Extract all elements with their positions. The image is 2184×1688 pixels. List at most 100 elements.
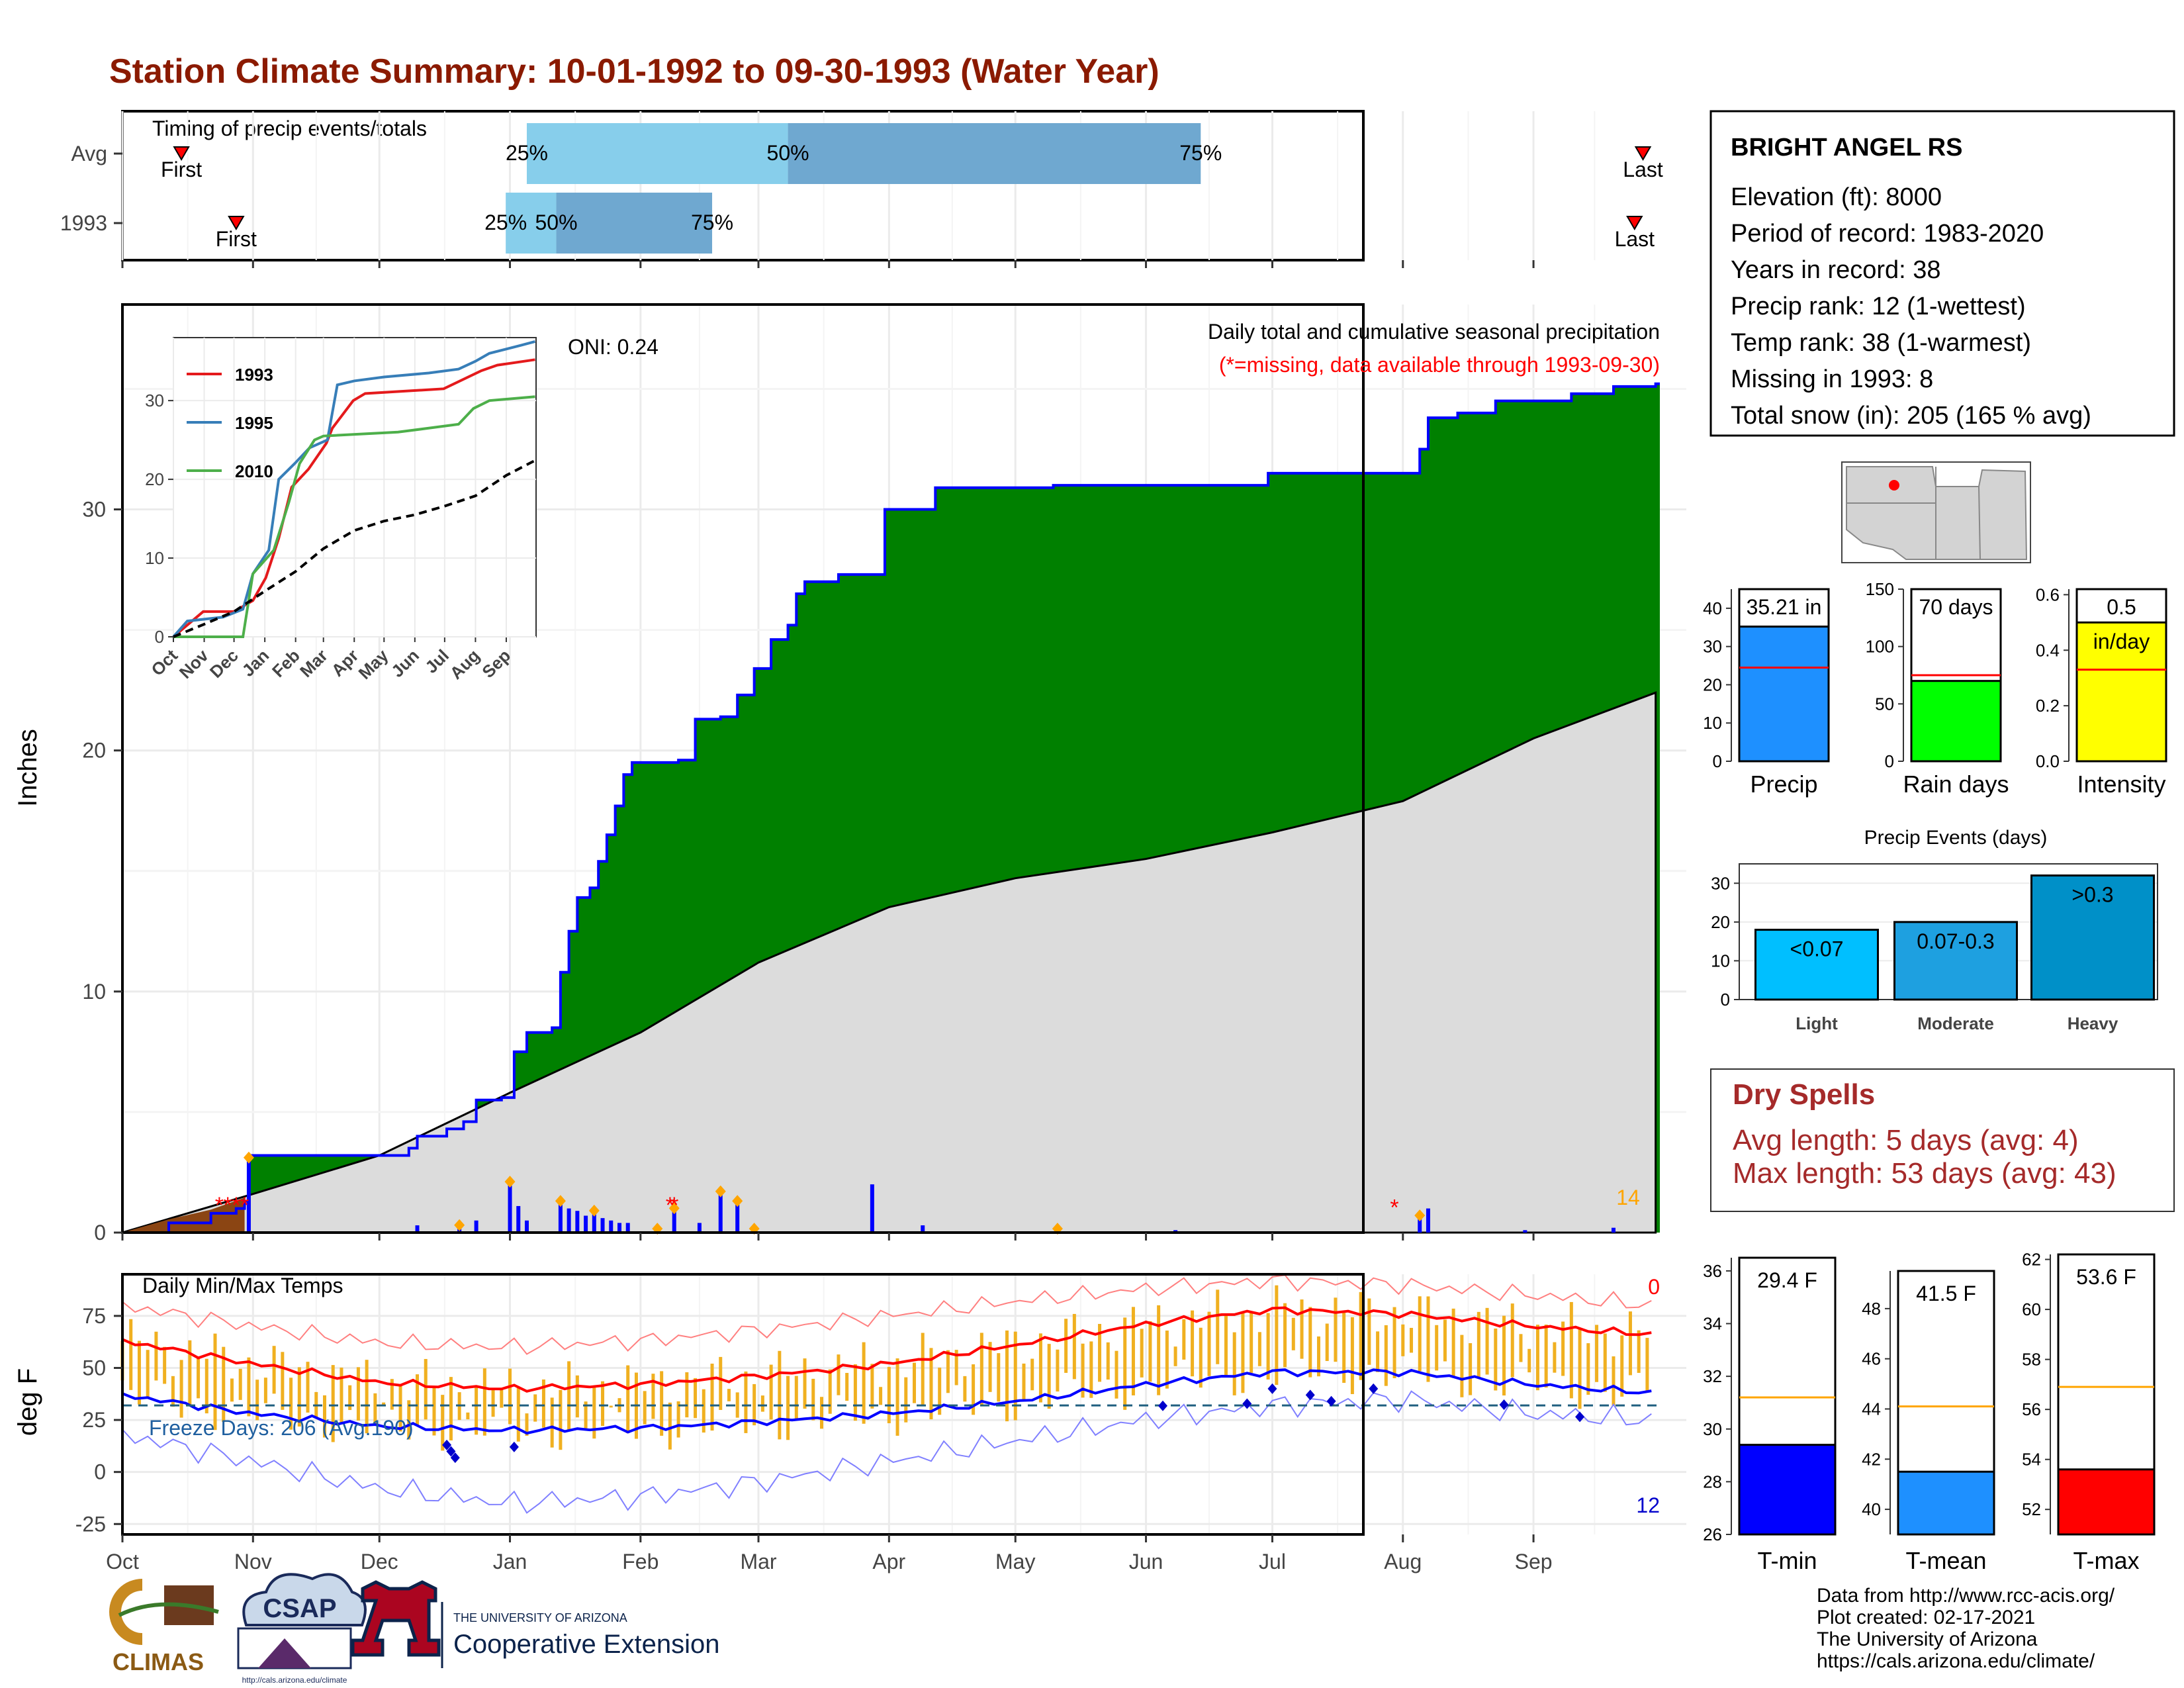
daily-temp-bar (1182, 1319, 1186, 1360)
daily-temp-bar (466, 1412, 470, 1420)
summary-ytick-label: 0.4 (2036, 640, 2060, 660)
daily-temp-bar (1586, 1343, 1590, 1395)
daily-temp-bar (1376, 1331, 1380, 1372)
month-label: Nov (234, 1550, 272, 1573)
daily-temp-bar (1620, 1335, 1624, 1397)
daily-temp-bar (1148, 1321, 1152, 1382)
precip-events-chart: Precip Events (days) 0 10 20 30 <0.07 Light 0.… (1711, 827, 2174, 1033)
daily-temp-bar (247, 1357, 251, 1417)
csap-logo: CSAP http://cals.arizona.edu/climate (237, 1573, 367, 1685)
extreme-precip-marker (588, 1204, 600, 1217)
daily-temp-bar (1030, 1358, 1034, 1391)
inset-ytick-label: 10 (145, 548, 164, 568)
missing-data-marker: * (232, 1193, 240, 1218)
daily-temp-bar (837, 1354, 841, 1395)
events-ytick-label: 10 (1711, 951, 1730, 970)
timing-row-label: 1993 (60, 211, 107, 235)
daily-precip-bar (1418, 1218, 1422, 1233)
extreme-precip-marker (668, 1202, 680, 1215)
missing-data-marker: * (1390, 1196, 1398, 1221)
summary-ytick-label: 20 (1703, 675, 1722, 694)
record-low-marker (442, 1439, 452, 1450)
daily-temp-bar (491, 1388, 495, 1417)
daily-temp-bar (1603, 1333, 1607, 1392)
daily-temp-bar (516, 1387, 520, 1442)
ua-small-text: THE UNIVERSITY OF ARIZONA (453, 1611, 627, 1624)
daily-temp-bar (845, 1373, 849, 1401)
record-low-marker (446, 1446, 456, 1457)
first-event-label: First (216, 227, 257, 251)
daily-temp-bar (819, 1397, 823, 1429)
record-low-marker (450, 1452, 460, 1464)
inset-chart: OctNovDecJanFebMarAprMayJunJulAugSep0102… (145, 337, 537, 683)
daily-precip-bar (524, 1220, 529, 1233)
station-location-dot (1889, 480, 1899, 491)
tbar-ytick-label: 54 (2022, 1450, 2041, 1470)
daily-temp-bar (154, 1331, 158, 1381)
daily-temp-bar (1038, 1333, 1042, 1403)
daily-temp-bar (1250, 1311, 1253, 1373)
dry-spells-box: Dry Spells Avg length: 5 days (avg: 4) M… (1710, 1068, 2175, 1212)
daily-temp-bar (179, 1360, 183, 1418)
daily-temp-bar (407, 1400, 411, 1440)
daily-temp-bar (727, 1389, 731, 1401)
daily-temp-bar (137, 1340, 141, 1405)
daily-temp-bar (811, 1378, 815, 1421)
events-bar-label: 0.07-0.3 (1917, 929, 1994, 953)
summary-ytick-label: 0.6 (2036, 585, 2060, 604)
station-info-line: Total snow (in): 205 (165 % avg) (1731, 402, 2091, 430)
daily-temp-bar (1316, 1336, 1320, 1377)
daily-precip-bar (575, 1211, 580, 1233)
precip-ytick-label: 10 (82, 980, 106, 1004)
daily-temp-bar (1435, 1325, 1439, 1371)
min-record-count: 12 (1636, 1493, 1660, 1517)
daily-temp-bar (1056, 1349, 1060, 1392)
daily-precip-bar (600, 1218, 605, 1233)
temp-ytick-label: 75 (82, 1304, 106, 1328)
events-bar-label: <0.07 (1790, 937, 1844, 961)
daily-temp-bar (424, 1358, 428, 1420)
timing-q50-label: 50% (767, 141, 809, 165)
daily-temp-bar (508, 1368, 512, 1425)
daily-temp-bar (222, 1346, 226, 1423)
record-low-marker (1369, 1383, 1379, 1394)
daily-temp-bar (146, 1350, 150, 1398)
inset-legend-label: 1995 (235, 413, 273, 433)
summary-ytick-label: 40 (1703, 598, 1722, 618)
daily-temp-bar (1645, 1338, 1649, 1391)
summary-bar-name: Intensity (2077, 771, 2165, 798)
daily-temp-bar (744, 1371, 748, 1433)
summary-bar-value-label: 35.21 in (1747, 595, 1822, 619)
daily-temp-bar (1384, 1325, 1388, 1386)
daily-temp-bar (1047, 1344, 1051, 1409)
daily-temp-bar (1367, 1298, 1371, 1365)
daily-temp-bar (769, 1364, 773, 1420)
record-low-marker (1158, 1400, 1168, 1411)
daily-precip-bar (625, 1223, 630, 1233)
daily-temp-bar (887, 1366, 891, 1423)
last-event-label: Last (1623, 158, 1663, 181)
daily-temp-bar (1612, 1356, 1615, 1406)
daily-temp-bar (541, 1379, 545, 1428)
csap-mountain (258, 1638, 311, 1668)
tbar-ytick-label: 40 (1862, 1499, 1881, 1519)
inset-legend-label: 1993 (235, 365, 273, 385)
ua-big-text: Cooperative Extension (453, 1630, 719, 1659)
daily-temp-bar (609, 1405, 613, 1408)
daily-temp-bar (1022, 1363, 1026, 1400)
climas-logo: CLIMAS (109, 1579, 219, 1675)
summary-ytick-label: 0 (1885, 751, 1894, 771)
daily-temp-bar (1081, 1343, 1085, 1398)
climas-logo-text: CLIMAS (113, 1648, 204, 1675)
month-label: Mar (740, 1550, 776, 1573)
daily-temp-bar (1232, 1332, 1236, 1395)
dry-avg: Avg length: 5 days (avg: 4) (1733, 1124, 2079, 1156)
daily-temp-bar (601, 1381, 605, 1427)
month-label: Oct (106, 1550, 139, 1573)
daily-temp-bar (340, 1368, 343, 1424)
tbar-ytick-label: 58 (2022, 1350, 2041, 1370)
inset-ytick-label: 30 (145, 391, 164, 410)
daily-precip-bar (508, 1184, 512, 1233)
daily-temp-bar (988, 1342, 992, 1392)
daily-precip-bar (617, 1223, 621, 1233)
